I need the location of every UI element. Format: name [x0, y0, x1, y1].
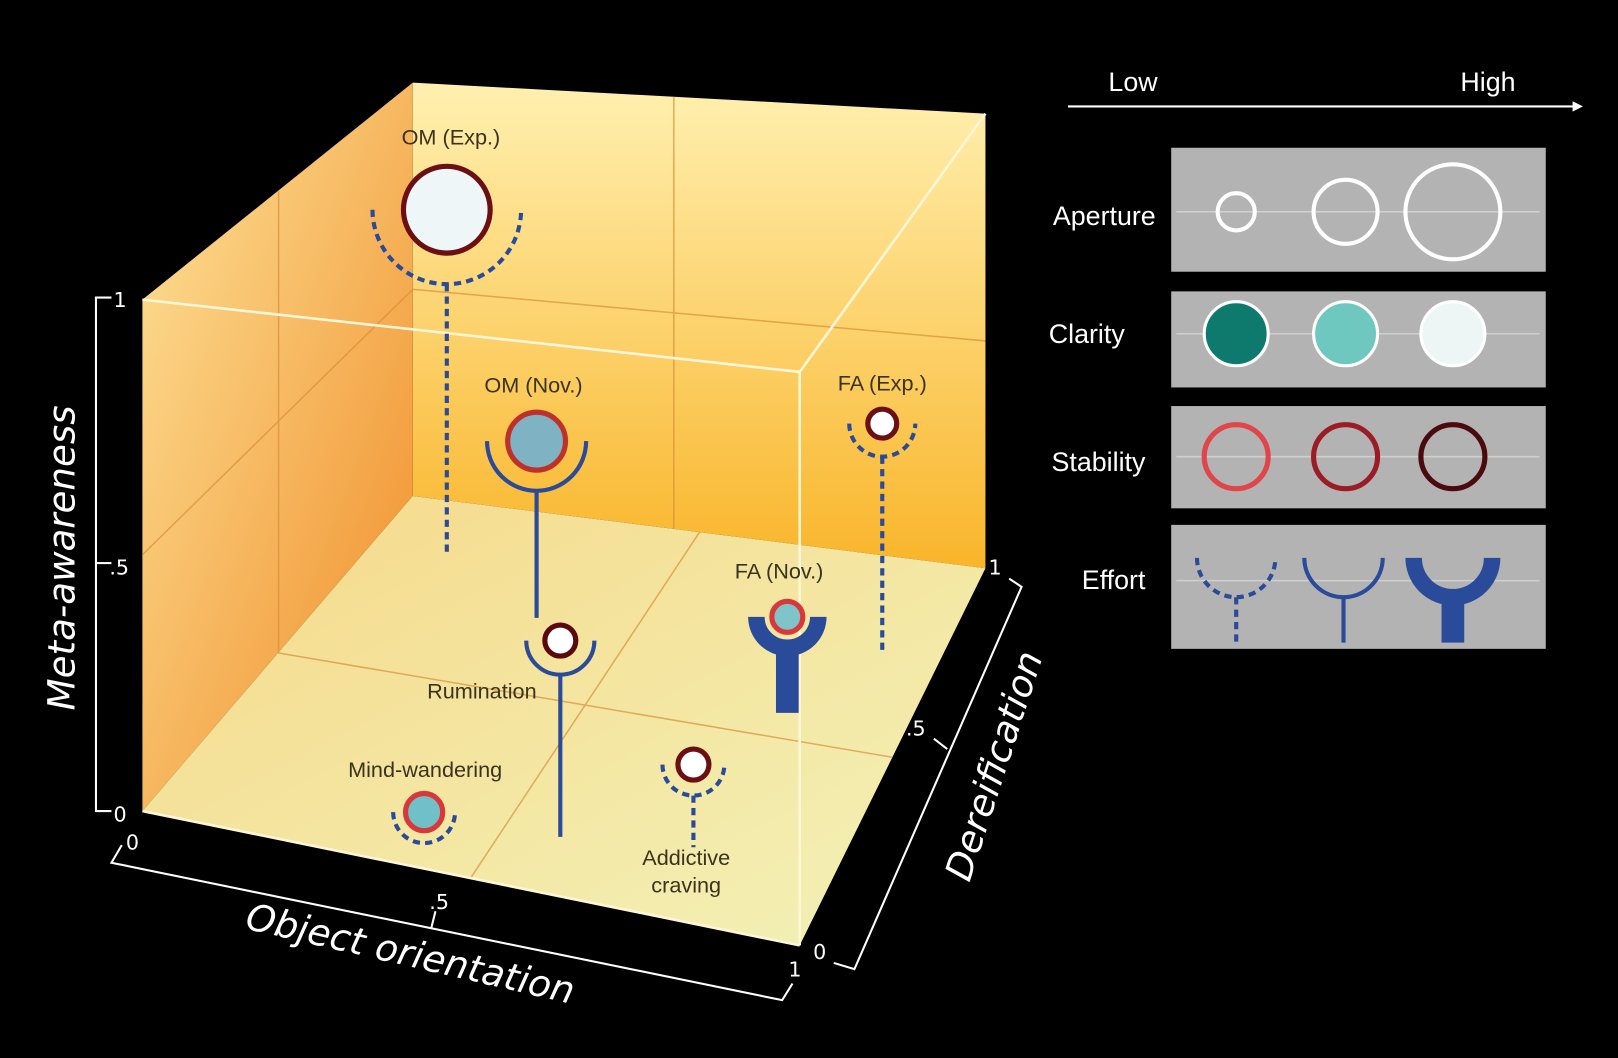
- dereification-tick-0: 0: [813, 940, 826, 964]
- legend-high: High: [1460, 67, 1515, 97]
- cube: [141, 82, 987, 947]
- state-label-mind-wandering: Mind-wandering: [348, 757, 502, 782]
- meta-awareness-tick-half: .5: [109, 555, 129, 579]
- legend-arrow-head: [1572, 101, 1583, 112]
- clarity-mid: [1312, 300, 1380, 368]
- state-glyphs: [370, 163, 918, 848]
- legend-stability-marks: [1201, 422, 1488, 492]
- meta-awareness-tick-0: 0: [114, 802, 127, 826]
- legend-label-effort: Effort: [1082, 565, 1146, 595]
- object-orientation-title: Object orientation: [242, 894, 579, 1013]
- state-fa-nov: [748, 598, 827, 713]
- effort-cup-icon: [484, 441, 589, 493]
- clarity-high: [1419, 300, 1487, 368]
- legend-aperture-marks: [1215, 162, 1503, 262]
- awareness-circle-icon: [402, 790, 446, 834]
- stability-high: [1418, 422, 1488, 492]
- object-orientation-tick-half: .5: [429, 890, 449, 914]
- legend-clarity-marks: [1202, 300, 1487, 368]
- awareness-circle-icon: [865, 406, 900, 441]
- state-rumination: [524, 622, 597, 837]
- state-label-om-nov: OM (Nov.): [484, 373, 582, 398]
- dereification-axis: [833, 577, 1023, 971]
- effort-cup-icon: [391, 812, 458, 846]
- awareness-circle-icon: [769, 598, 806, 635]
- cube-back-wall: [412, 82, 986, 569]
- effort-level-mid: [1302, 557, 1385, 643]
- cube-left-wall: [142, 82, 413, 812]
- meta-awareness-title: Meta-awareness: [39, 405, 83, 710]
- aperture-high: [1403, 162, 1503, 262]
- legend-effort-marks: [1194, 557, 1501, 643]
- effort-cup-icon: [370, 209, 524, 287]
- effort-level-low: [1194, 557, 1278, 643]
- state-label-fa-exp: FA (Exp.): [838, 371, 927, 396]
- dereification-tick-1: 1: [989, 555, 1002, 579]
- legend-label-clarity: Clarity: [1049, 319, 1126, 349]
- legend: Low High Aperture Clarity Stability Effo…: [1049, 67, 1583, 649]
- state-label-addictive-craving-1: Addictive: [642, 845, 730, 870]
- state-addictive-craving: [660, 746, 727, 848]
- meta-awareness-axis: [94, 296, 112, 813]
- effort-cup-icon: [748, 616, 827, 656]
- effort-level-high: [1405, 557, 1501, 643]
- awareness-circle-icon: [400, 163, 493, 256]
- effort-cup-icon: [660, 764, 727, 798]
- state-label-fa-nov: FA (Nov.): [735, 559, 824, 584]
- legend-label-aperture: Aperture: [1053, 201, 1156, 231]
- aperture-mid: [1311, 177, 1380, 246]
- state-om-nov: [484, 409, 589, 618]
- state-mind-wandering: [391, 790, 458, 846]
- awareness-circle-icon: [542, 622, 579, 659]
- state-label-om-exp: OM (Exp.): [402, 125, 501, 150]
- awareness-circle-icon: [675, 746, 712, 783]
- state-label-addictive-craving-2: craving: [651, 873, 721, 898]
- object-orientation-tick-0: 0: [126, 830, 139, 854]
- legend-low: Low: [1108, 67, 1158, 97]
- state-fa-exp: [847, 406, 918, 655]
- legend-label-stability: Stability: [1052, 447, 1146, 477]
- cube-grid: [141, 97, 986, 879]
- stability-low: [1201, 422, 1271, 492]
- effort-cup-icon: [1194, 557, 1278, 600]
- aperture-low: [1215, 191, 1257, 233]
- state-label-rumination: Rumination: [427, 678, 537, 703]
- awareness-circle-icon: [505, 409, 569, 473]
- dereification-tick-half: .5: [906, 717, 926, 741]
- clarity-low: [1202, 300, 1270, 368]
- cube-front-edges: [142, 112, 987, 947]
- state-om-exp: [370, 163, 524, 553]
- object-orientation-tick-1: 1: [788, 957, 801, 981]
- dereification-title: Dereification: [936, 646, 1051, 886]
- stability-mid: [1311, 422, 1381, 492]
- effort-cup-icon: [524, 640, 597, 677]
- legend-box-aperture: [1171, 147, 1546, 272]
- meta-awareness-tick-1: 1: [114, 288, 127, 312]
- object-orientation-axis: [109, 844, 794, 1002]
